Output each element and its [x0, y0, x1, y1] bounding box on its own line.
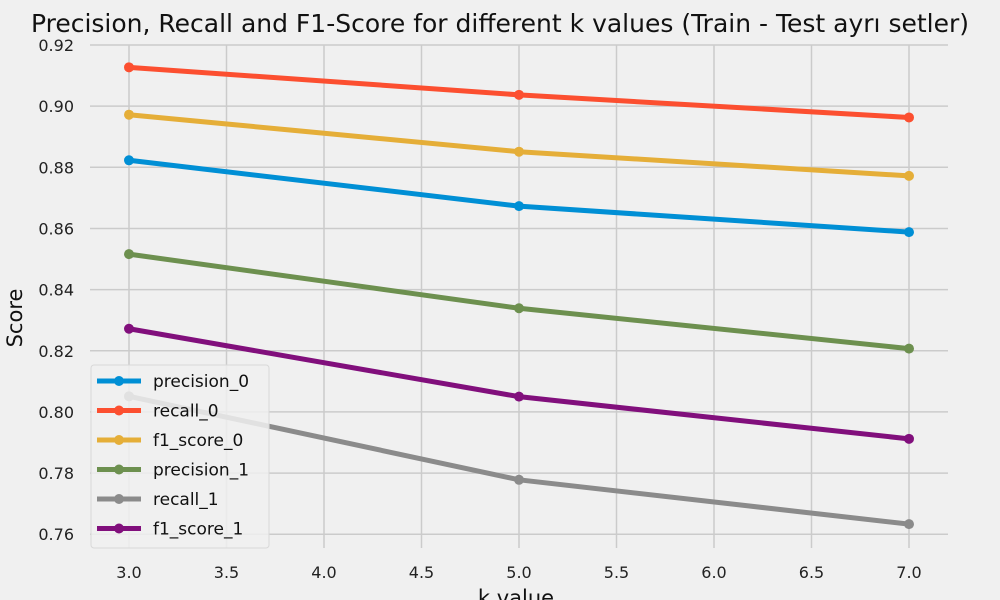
data-point — [904, 343, 914, 354]
data-point — [124, 62, 134, 73]
legend-item: precision_1 — [97, 461, 249, 481]
series-precision-0 — [124, 155, 914, 238]
series-precision-1 — [124, 249, 914, 354]
legend-marker — [114, 494, 124, 504]
legend-marker — [114, 405, 124, 416]
data-point — [904, 170, 914, 181]
x-tick-label: 6.0 — [701, 563, 726, 582]
y-tick-label: 0.78 — [38, 464, 74, 483]
legend-item: f1_score_1 — [97, 520, 243, 540]
y-tick-label: 0.84 — [38, 281, 74, 300]
legend-item: f1_score_0 — [97, 431, 243, 451]
grid — [90, 44, 948, 548]
data-point — [514, 146, 524, 157]
legend-label: recall_1 — [153, 490, 219, 510]
legend: precision_0 recall_0 f1_score_0 precision_1… — [90, 364, 270, 549]
x-axis-ticks: 3.0 3.5 4.0 4.5 5.0 5.5 6.0 6.5 7.0 — [116, 563, 921, 582]
legend-label: precision_0 — [153, 372, 249, 392]
data-point — [904, 112, 914, 123]
x-tick-label: 4.0 — [311, 563, 336, 582]
y-tick-label: 0.76 — [38, 525, 74, 544]
data-point — [514, 89, 524, 100]
legend-label: f1_score_1 — [153, 520, 243, 540]
x-tick-label: 5.5 — [604, 563, 629, 582]
data-point — [514, 303, 524, 314]
x-axis-label: k value — [478, 586, 554, 600]
y-tick-label: 0.86 — [38, 219, 74, 238]
y-tick-label: 0.90 — [38, 97, 74, 116]
x-tick-label: 6.5 — [799, 563, 824, 582]
x-tick-label: 3.0 — [116, 563, 141, 582]
y-tick-label: 0.88 — [38, 158, 74, 177]
y-axis-ticks: 0.76 0.78 0.80 0.82 0.84 0.86 0.88 0.90 0.92 — [38, 36, 74, 544]
legend-item: recall_0 — [97, 402, 219, 422]
series-f1-score-0 — [124, 109, 914, 181]
data-point — [904, 227, 914, 238]
legend-marker — [114, 523, 124, 534]
legend-marker — [114, 464, 124, 475]
y-tick-label: 0.80 — [38, 403, 74, 422]
x-tick-label: 3.5 — [214, 563, 239, 582]
x-tick-label: 5.0 — [506, 563, 531, 582]
chart-title: Precision, Recall and F1-Score for diffe… — [31, 9, 969, 38]
y-tick-label: 0.92 — [38, 36, 74, 55]
data-point — [904, 433, 914, 444]
series-recall-0 — [124, 62, 914, 123]
y-axis-label: Score — [3, 289, 27, 348]
x-tick-label: 7.0 — [896, 563, 921, 582]
data-point — [124, 249, 134, 260]
legend-item: precision_0 — [97, 372, 249, 392]
data-point — [124, 109, 134, 120]
legend-label: precision_1 — [153, 461, 249, 481]
x-tick-label: 4.5 — [409, 563, 434, 582]
series-f1-score-1 — [124, 323, 914, 444]
data-point — [904, 519, 914, 530]
legend-item: recall_1 — [97, 490, 219, 510]
data-point — [514, 474, 524, 485]
legend-marker — [114, 435, 124, 445]
legend-marker — [114, 376, 124, 386]
legend-label: recall_0 — [153, 402, 219, 422]
data-point — [514, 391, 524, 402]
data-point — [514, 201, 524, 212]
data-point — [124, 323, 134, 334]
y-tick-label: 0.82 — [38, 342, 74, 361]
data-point — [124, 155, 134, 166]
legend-label: f1_score_0 — [153, 431, 243, 451]
